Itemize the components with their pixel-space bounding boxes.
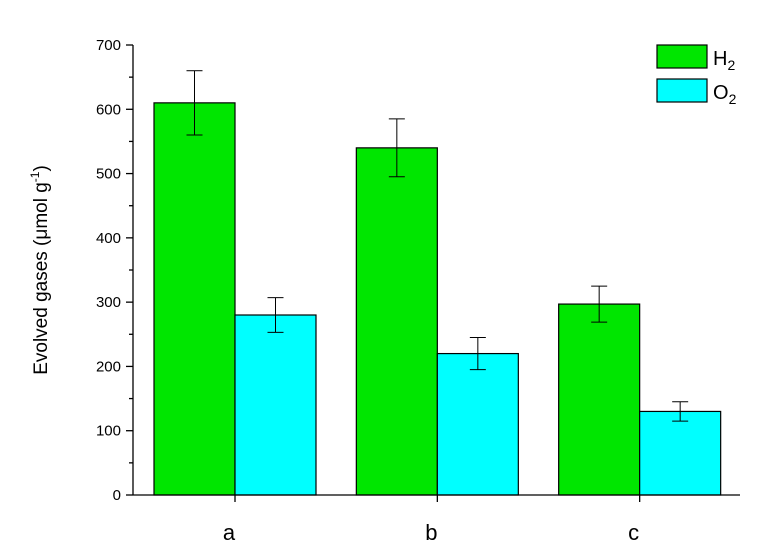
y-tick-label: 600	[96, 101, 121, 118]
bar-h2-c	[558, 303, 641, 496]
y-tick-label: 300	[96, 294, 121, 311]
legend-swatch-h2	[656, 44, 708, 69]
y-tick-label: 400	[96, 230, 121, 247]
y-axis-title: Evolved gases (μmol g-1)	[28, 165, 52, 375]
legend-swatch-o2	[656, 78, 708, 103]
y-tick-label: 0	[113, 487, 121, 504]
bar-o2-b	[436, 352, 519, 496]
x-tick-label-c: c	[628, 520, 639, 545]
bar-h2-a	[153, 102, 236, 496]
x-tick-label-b: b	[425, 520, 437, 545]
y-tick-label: 700	[96, 37, 121, 54]
bar-o2-a	[234, 314, 317, 496]
y-tick-label: 200	[96, 358, 121, 375]
error-bars-layer	[186, 70, 689, 422]
bars-layer	[153, 102, 722, 496]
y-tick-label: 100	[96, 423, 121, 440]
x-tick-label-a: a	[223, 520, 236, 545]
y-ticks: 0 100 200 300 400 500 600 700	[96, 37, 133, 504]
bar-o2-c	[639, 410, 722, 496]
bar-h2-b	[355, 147, 438, 496]
legend-label-o2: O2	[713, 82, 737, 107]
legend: H2 O2	[656, 44, 737, 107]
y-tick-label: 500	[96, 166, 121, 183]
legend-label-h2: H2	[713, 48, 735, 73]
x-ticks: a b c	[223, 495, 641, 545]
